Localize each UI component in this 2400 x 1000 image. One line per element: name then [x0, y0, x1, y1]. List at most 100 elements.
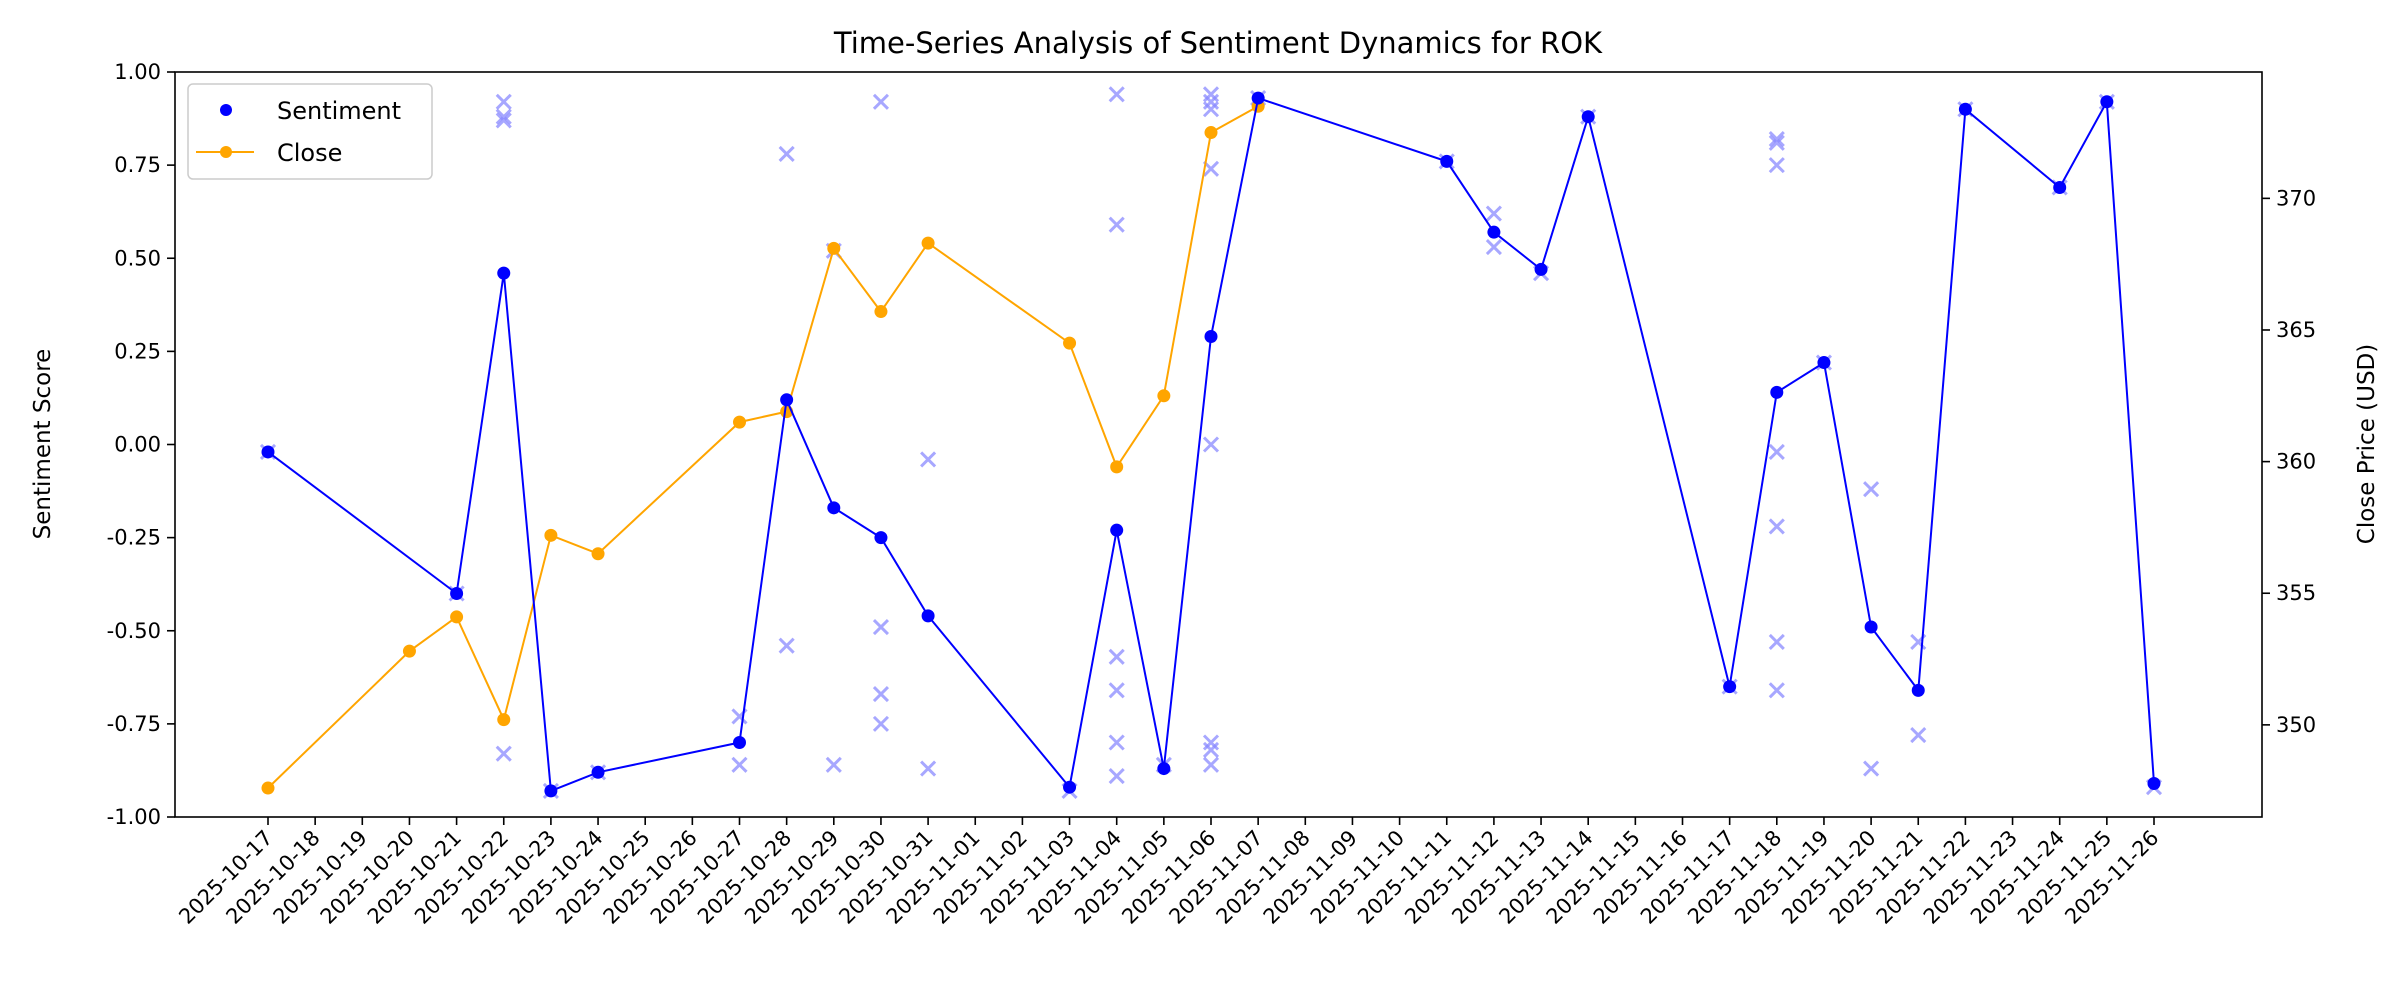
- legend-sentiment-marker: [220, 104, 232, 116]
- raw-point: [1485, 239, 1502, 256]
- raw-point: [1202, 741, 1220, 759]
- y-left-tick-label: 0.50: [114, 246, 161, 270]
- raw-point: [1768, 682, 1785, 699]
- raw-point: [495, 108, 512, 125]
- close-point: [591, 547, 605, 561]
- raw-point: [1108, 216, 1125, 233]
- raw-point: [920, 760, 937, 777]
- y-axis-right-title: Close Price (USD): [2354, 344, 2380, 544]
- sentiment-point: [1958, 102, 1972, 116]
- raw-point: [1108, 648, 1125, 665]
- raw-point: [1108, 734, 1125, 751]
- raw-point: [1108, 86, 1125, 103]
- close-line: [267, 105, 1259, 789]
- close-point: [261, 781, 275, 795]
- raw-point: [1768, 134, 1785, 151]
- sentiment-point: [780, 393, 794, 407]
- raw-point: [778, 145, 795, 163]
- raw-point: [1768, 157, 1785, 174]
- raw-point: [1768, 130, 1785, 148]
- sentiment-point: [2053, 180, 2067, 194]
- raw-point: [825, 756, 842, 773]
- y-left-tick-label: 0.75: [114, 153, 161, 177]
- raw-point: [1202, 756, 1220, 773]
- sentiment-point: [1251, 91, 1265, 105]
- raw-point: [495, 93, 512, 110]
- raw-point: [1202, 436, 1220, 453]
- y-left-tick-label: 0.25: [114, 339, 161, 363]
- sentiment-point: [1204, 329, 1218, 343]
- raw-point: [1768, 443, 1785, 461]
- sentiment-point: [2147, 776, 2161, 790]
- y-left-tick-label: -1.00: [107, 805, 161, 829]
- sentiment-point: [1487, 225, 1501, 239]
- sentiment-point: [1157, 762, 1171, 776]
- raw-point: [872, 686, 890, 703]
- close-point: [497, 713, 511, 727]
- y-right-tick-label: 355: [2276, 581, 2316, 605]
- close-point: [874, 305, 888, 319]
- sentiment-point: [591, 765, 605, 779]
- y-axis-right: 350 355 360 365 370: [2262, 186, 2316, 737]
- sentiment-point: [1770, 385, 1784, 399]
- close-point: [1110, 460, 1124, 474]
- y-right-tick-label: 370: [2276, 186, 2316, 210]
- sentiment-point: [874, 531, 888, 545]
- y-left-tick-label: 0.00: [114, 433, 161, 457]
- sentiment-point: [450, 587, 464, 600]
- raw-point: [1863, 481, 1880, 498]
- y-left-tick-label: -0.50: [107, 619, 161, 643]
- sentiment-point: [544, 784, 558, 798]
- close-point: [450, 610, 464, 624]
- chart-title: Time-Series Analysis of Sentiment Dynami…: [833, 26, 1603, 60]
- legend-sentiment-label: Sentiment: [277, 97, 401, 125]
- raw-point: [1863, 760, 1880, 777]
- close-point: [921, 236, 935, 250]
- close-point: [1063, 336, 1077, 350]
- sentiment-point: [1911, 683, 1925, 697]
- raw-point: [872, 715, 890, 732]
- raw-point: [495, 745, 512, 762]
- sentiment-point: [1440, 154, 1454, 168]
- legend-box: [187, 83, 433, 180]
- y-right-tick-label: 360: [2276, 450, 2316, 474]
- raw-point: [920, 451, 937, 468]
- raw-point: [1910, 726, 1927, 744]
- sentiment-point: [1110, 523, 1124, 537]
- raw-point: [731, 756, 748, 773]
- raw-point: [1768, 633, 1785, 650]
- sentiment-point: [1817, 356, 1831, 370]
- sentiment-point: [1864, 620, 1878, 634]
- y-left-tick-label: 1.00: [114, 60, 161, 84]
- sentiment-point: [921, 609, 935, 623]
- sentiment-point: [1723, 680, 1737, 694]
- y-left-tick-label: -0.75: [107, 712, 161, 736]
- close-point: [402, 644, 416, 658]
- raw-point: [1108, 767, 1125, 785]
- sentiment-point: [497, 266, 511, 280]
- y-right-tick-label: 365: [2276, 318, 2316, 342]
- raw-point: [872, 618, 890, 636]
- y-axis-left-title: Sentiment Score: [30, 349, 56, 540]
- raw-point: [872, 93, 890, 110]
- y-right-tick-label: 350: [2276, 713, 2316, 737]
- close-point: [544, 528, 558, 542]
- close-point: [1204, 126, 1218, 140]
- close-point: [827, 241, 841, 255]
- sentiment-point: [827, 501, 841, 515]
- close-point: [733, 415, 746, 429]
- sentiment-point: [2100, 95, 2114, 109]
- y-left-tick-label: -0.25: [107, 526, 161, 550]
- raw-point: [1202, 101, 1220, 118]
- sentiment-series: [261, 91, 2161, 798]
- sentiment-point: [733, 736, 746, 749]
- y-axis-left: -1.00 -0.75 -0.50 -0.25 0.00 0.25 0.50 0.75 1.00: [107, 60, 175, 829]
- legend-close-marker: [220, 146, 232, 158]
- close-series: [261, 99, 1265, 795]
- raw-point: [1485, 205, 1502, 222]
- raw-point: [778, 637, 795, 654]
- sentiment-line: [267, 96, 2155, 793]
- raw-point: [1768, 518, 1785, 535]
- sentiment-point: [1534, 262, 1548, 276]
